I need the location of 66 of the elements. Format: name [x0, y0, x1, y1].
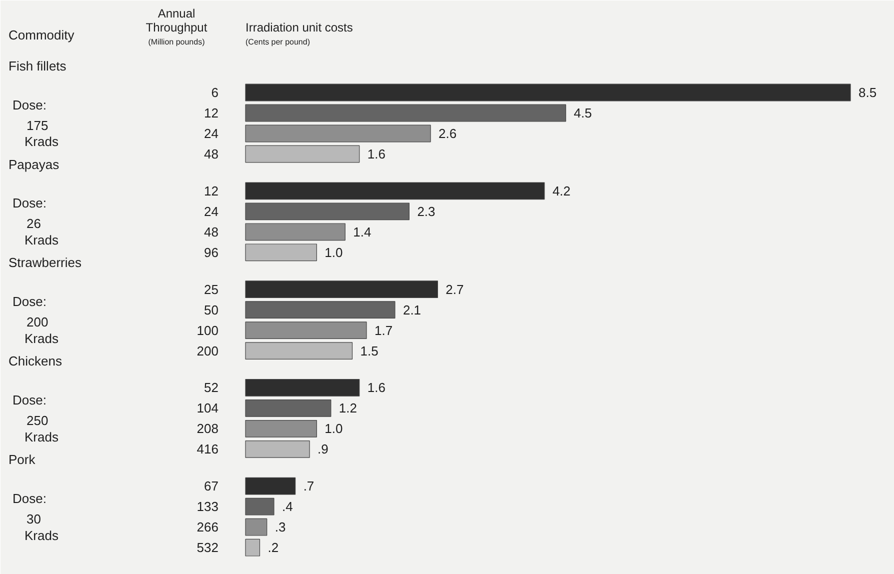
y-tick-label: 24	[204, 126, 219, 141]
text: (Cents per pound)	[246, 38, 310, 46]
data-label: 1.6	[367, 146, 386, 162]
text: Dose:	[12, 490, 46, 506]
data-label: .2	[268, 540, 279, 556]
text: 175	[26, 118, 48, 133]
y-tick-label: 96	[204, 244, 219, 260]
data-label: 8.5	[858, 85, 877, 100]
y-tick-label: 416	[196, 442, 219, 457]
text: Krads	[24, 232, 59, 248]
data-label: 1.0	[324, 421, 343, 436]
y-tick-label: 24	[204, 204, 219, 219]
text: Krads	[24, 528, 59, 543]
y-tick-label: 48	[204, 146, 219, 162]
y-tick-label: 12	[204, 106, 219, 120]
data-label: 4.2	[552, 183, 571, 198]
data-label: 2.3	[417, 204, 436, 219]
y-tick-label: 133	[196, 499, 219, 514]
y-tick-label: 266	[196, 520, 219, 535]
data-label: .9	[318, 442, 328, 457]
text: Chickens	[8, 354, 62, 369]
y-tick-label: 50	[204, 302, 219, 318]
data-label: 4.5	[574, 106, 592, 120]
data-label: 1.5	[360, 343, 378, 358]
text: Strawberries	[8, 255, 82, 270]
y-tick-label: 67	[204, 478, 219, 494]
data-label: 2.6	[438, 126, 457, 141]
text: Annual	[158, 6, 196, 20]
data-label: 1.7	[374, 322, 393, 338]
text: Throughput	[146, 20, 208, 34]
text: Papayas	[8, 156, 60, 172]
text: 250	[26, 413, 48, 428]
text: Krads	[24, 134, 59, 150]
text: 200	[26, 314, 48, 330]
text: Irradiation unit costs	[246, 20, 353, 34]
data-label: 1.4	[353, 224, 372, 240]
text: (Million pounds)	[148, 38, 206, 46]
text: Pork	[8, 452, 36, 467]
text: Krads	[24, 429, 59, 444]
y-tick-label: 100	[196, 322, 219, 338]
text: Dose:	[12, 294, 46, 310]
y-tick-label: 25	[204, 282, 219, 297]
y-tick-label: 6	[211, 85, 219, 100]
data-label: 1.0	[324, 244, 343, 260]
text: Fish fillets	[8, 58, 67, 74]
text: Krads	[24, 331, 59, 346]
text: Commodity	[8, 28, 75, 42]
y-tick-label: 208	[196, 421, 219, 436]
data-label: .4	[282, 499, 293, 514]
data-label: .7	[303, 478, 314, 494]
y-tick-label: 104	[196, 400, 219, 416]
text: Dose:	[12, 392, 46, 408]
text: 30	[26, 511, 41, 526]
y-tick-label: 52	[204, 380, 219, 396]
text: Dose:	[12, 97, 46, 112]
data-label: 2.7	[446, 282, 464, 297]
data-label: 2.1	[402, 302, 422, 318]
data-label: 1.2	[338, 400, 357, 416]
y-tick-label: 12	[204, 183, 219, 198]
y-tick-label: 532	[196, 540, 219, 556]
y-tick-label: 200	[196, 343, 219, 358]
data-label: 1.6	[367, 380, 386, 396]
data-label: .3	[274, 520, 286, 535]
text: 26	[26, 216, 41, 232]
y-tick-label: 48	[204, 224, 219, 240]
text: Dose:	[12, 196, 46, 211]
